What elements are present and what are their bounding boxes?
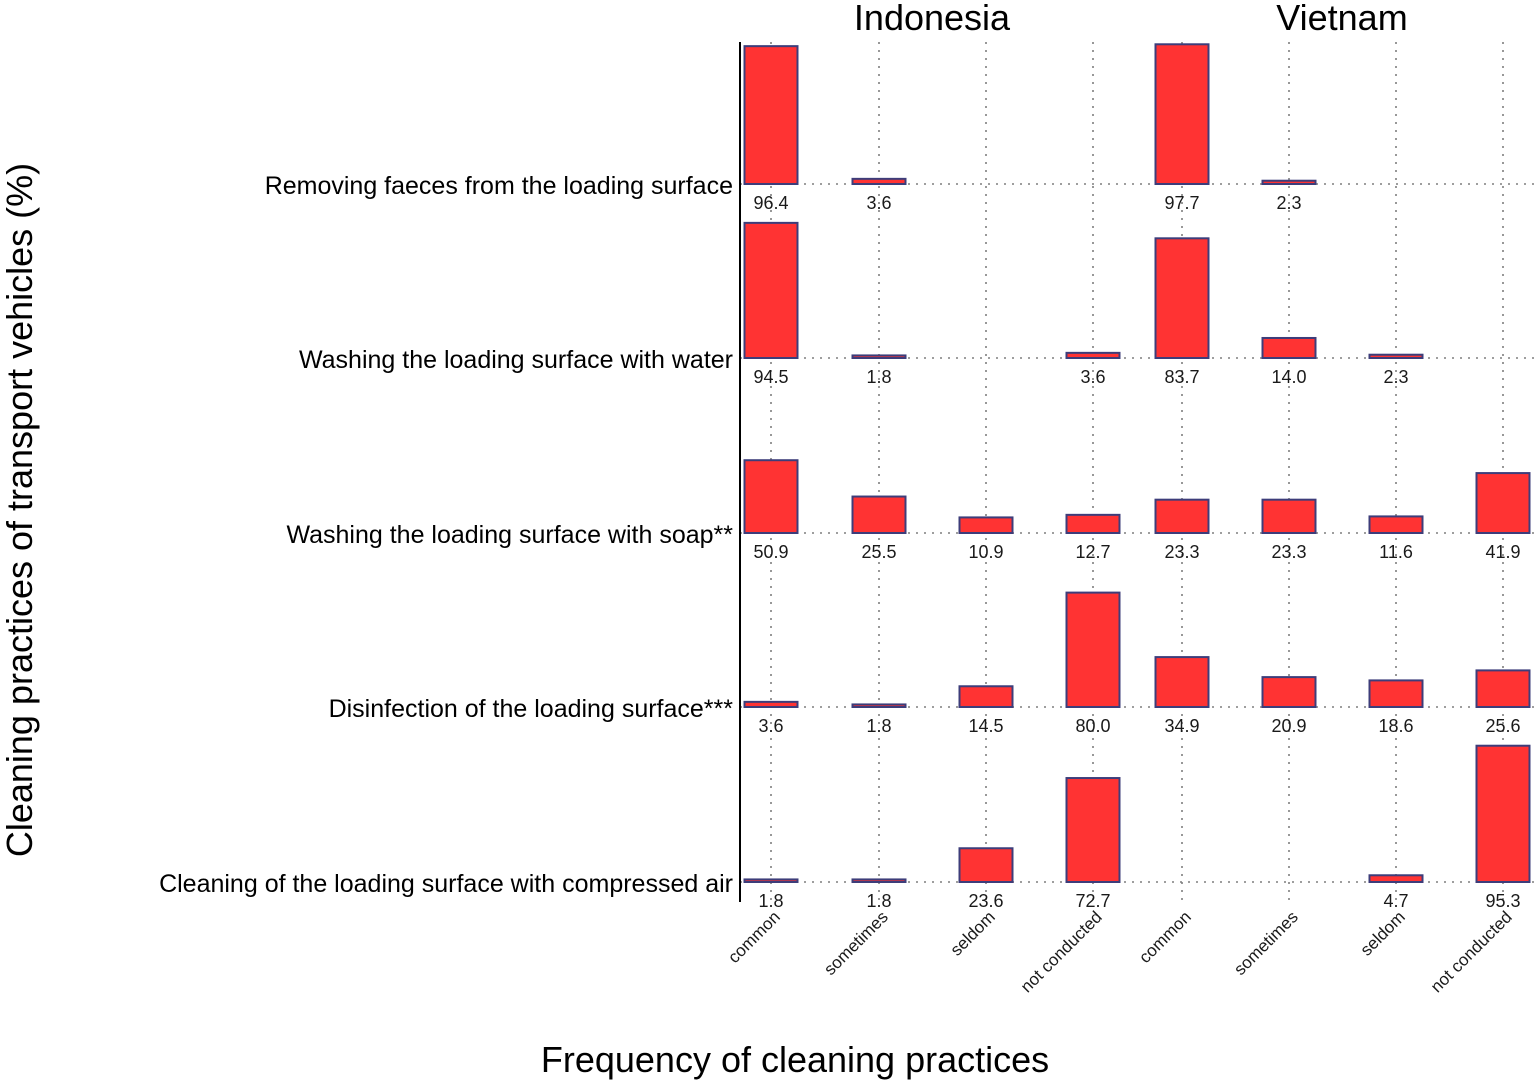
facet-title: Indonesia bbox=[854, 0, 1011, 38]
bar bbox=[1368, 874, 1424, 883]
value-label: 72.7 bbox=[1075, 891, 1110, 911]
bar bbox=[743, 878, 799, 884]
value-label: 1.8 bbox=[758, 891, 783, 911]
row-label: Cleaning of the loading surface with com… bbox=[159, 870, 733, 898]
value-label: 1.8 bbox=[866, 716, 891, 736]
bar bbox=[1065, 351, 1121, 359]
bar bbox=[743, 221, 799, 359]
value-label: 25.5 bbox=[861, 542, 896, 562]
bar bbox=[851, 703, 907, 709]
x-tick-label: seldom bbox=[1357, 907, 1409, 959]
value-label: 11.6 bbox=[1379, 542, 1413, 562]
value-label: 10.9 bbox=[968, 542, 1003, 562]
x-tick-label: sometimes bbox=[1230, 907, 1302, 979]
bar bbox=[958, 847, 1014, 884]
x-tick-label: seldom bbox=[947, 907, 999, 959]
value-label: 1.8 bbox=[866, 367, 891, 387]
bar bbox=[1475, 669, 1531, 709]
bar bbox=[1154, 43, 1210, 185]
x-tick-label: common bbox=[1135, 907, 1195, 967]
x-tick-label: sometimes bbox=[820, 907, 892, 979]
x-tick-label: not conducted bbox=[1427, 907, 1516, 996]
value-label: 14.5 bbox=[968, 716, 1003, 736]
row-label: Washing the loading surface with water bbox=[299, 346, 733, 374]
bar bbox=[743, 459, 799, 535]
bar bbox=[743, 45, 799, 186]
value-label: 23.6 bbox=[968, 891, 1003, 911]
value-label: 3.6 bbox=[866, 193, 891, 213]
value-label: 20.9 bbox=[1271, 716, 1306, 736]
bar bbox=[958, 685, 1014, 709]
labels: Indonesia Vietnam Removing faeces from the… bbox=[159, 0, 1520, 996]
row-label: Removing faeces from the loading surface bbox=[265, 172, 733, 200]
value-label: 2.3 bbox=[1383, 367, 1408, 387]
value-label: 80.0 bbox=[1075, 716, 1110, 736]
value-label: 50.9 bbox=[753, 542, 788, 562]
row-label: Disinfection of the loading surface*** bbox=[329, 695, 734, 723]
value-label: 97.7 bbox=[1164, 193, 1199, 213]
x-tick-label: not conducted bbox=[1017, 907, 1106, 996]
bar bbox=[851, 878, 907, 884]
bar bbox=[1368, 679, 1424, 708]
value-label: 83.7 bbox=[1164, 367, 1199, 387]
value-label: 2.3 bbox=[1276, 193, 1301, 213]
bar bbox=[1154, 237, 1210, 360]
value-label: 3.6 bbox=[1080, 367, 1105, 387]
value-label: 25.6 bbox=[1485, 716, 1520, 736]
value-label: 95.3 bbox=[1485, 891, 1520, 911]
value-label: 14.0 bbox=[1271, 367, 1306, 387]
bar bbox=[1261, 336, 1317, 360]
bar bbox=[1261, 676, 1317, 708]
bar bbox=[1261, 498, 1317, 534]
bar bbox=[851, 177, 907, 186]
value-label: 18.6 bbox=[1378, 716, 1413, 736]
bar bbox=[1154, 498, 1210, 534]
value-label: 94.5 bbox=[753, 367, 788, 387]
bar bbox=[1475, 472, 1531, 535]
value-label: 23.3 bbox=[1271, 542, 1306, 562]
bar bbox=[1475, 744, 1531, 884]
bar bbox=[851, 495, 907, 535]
value-label: 23.3 bbox=[1164, 542, 1199, 562]
row-label: Washing the loading surface with soap** bbox=[286, 521, 733, 549]
x-axis-title: Frequency of cleaning practices bbox=[541, 1039, 1049, 1080]
grid-lines bbox=[740, 42, 1535, 902]
value-label: 4.7 bbox=[1383, 891, 1408, 911]
facet-title: Vietnam bbox=[1276, 0, 1407, 38]
bar bbox=[1065, 591, 1121, 708]
bar bbox=[1368, 353, 1424, 359]
bar bbox=[958, 516, 1014, 535]
bar bbox=[743, 700, 799, 708]
y-axis-title: Cleaning practices of transport vehicles… bbox=[0, 163, 40, 857]
value-label: 3.6 bbox=[758, 716, 783, 736]
value-label: 41.9 bbox=[1485, 542, 1520, 562]
x-tick-label: common bbox=[724, 907, 784, 967]
bar bbox=[851, 354, 907, 359]
bar bbox=[1261, 179, 1317, 185]
value-label: 1.8 bbox=[866, 891, 891, 911]
bar bbox=[1154, 656, 1210, 709]
value-label: 96.4 bbox=[753, 193, 788, 213]
bar bbox=[1368, 515, 1424, 534]
bar bbox=[1065, 777, 1121, 883]
value-label: 12.7 bbox=[1075, 542, 1110, 562]
bar bbox=[1065, 513, 1121, 534]
bars bbox=[743, 43, 1531, 884]
value-label: 34.9 bbox=[1164, 716, 1199, 736]
